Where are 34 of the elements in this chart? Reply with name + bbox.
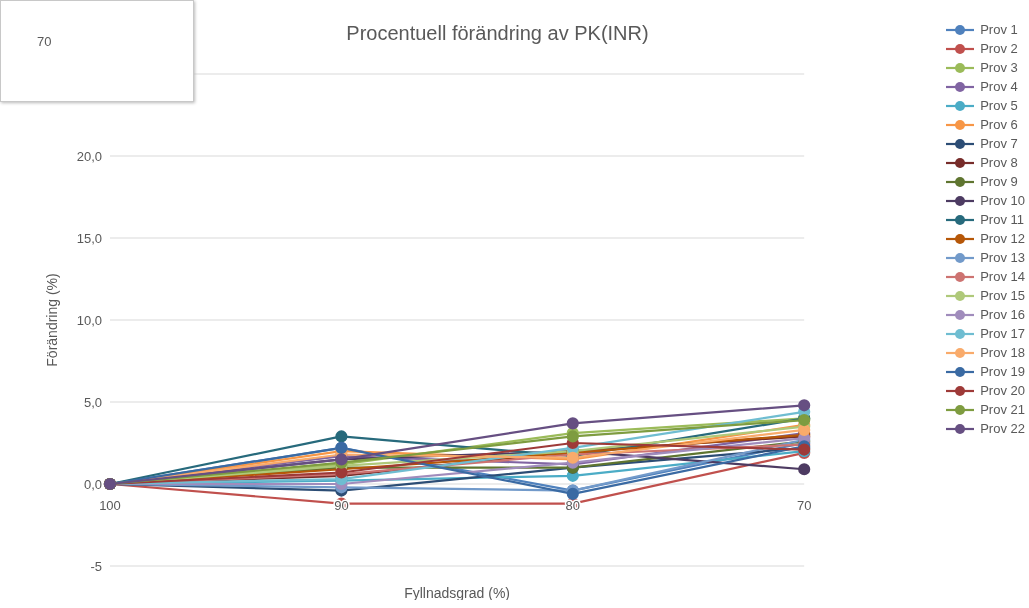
popup-box: 70 bbox=[0, 0, 194, 102]
legend-label: Prov 21 bbox=[980, 402, 1025, 417]
x-tick-label: 70 bbox=[796, 498, 812, 513]
x-tick-label: 100 bbox=[99, 498, 121, 513]
legend-label: Prov 10 bbox=[980, 193, 1025, 208]
y-tick-label: -5 bbox=[90, 558, 102, 574]
legend-label: Prov 12 bbox=[980, 231, 1025, 246]
y-tick-label: 15,0 bbox=[76, 230, 102, 246]
y-tick-label: 10,0 bbox=[76, 312, 102, 328]
legend-label: Prov 18 bbox=[980, 345, 1025, 360]
legend-label: Prov 1 bbox=[980, 22, 1018, 37]
chart-title: Procentuell förändring av PK(INR) bbox=[345, 22, 650, 45]
legend-label: Prov 9 bbox=[980, 174, 1018, 189]
legend-label: Prov 8 bbox=[980, 155, 1018, 170]
legend-label: Prov 15 bbox=[980, 288, 1025, 303]
legend-label: Prov 14 bbox=[980, 269, 1025, 284]
legend-label: Prov 17 bbox=[980, 326, 1025, 341]
legend-label: Prov 11 bbox=[980, 212, 1025, 227]
legend-label: Prov 13 bbox=[980, 250, 1025, 265]
y-tick-label: 20,0 bbox=[76, 148, 102, 164]
legend-label: Prov 7 bbox=[980, 136, 1018, 151]
legend-label: Prov 2 bbox=[980, 41, 1018, 56]
y-tick-label: 5,0 bbox=[83, 394, 102, 410]
legend-label: Prov 6 bbox=[980, 117, 1018, 132]
legend-label: Prov 5 bbox=[980, 98, 1018, 113]
y-tick-label: 0,0 bbox=[83, 476, 102, 492]
x-axis-title: Fyllnadsgrad (%) bbox=[404, 585, 511, 601]
legend-label: Prov 19 bbox=[980, 364, 1025, 379]
legend-label: Prov 16 bbox=[980, 307, 1025, 322]
legend-label: Prov 20 bbox=[980, 383, 1025, 398]
y-axis-title: Förändring (%) bbox=[43, 273, 60, 367]
legend-label: Prov 4 bbox=[980, 79, 1018, 94]
legend-label: Prov 3 bbox=[980, 60, 1018, 75]
legend-label: Prov 22 bbox=[980, 421, 1025, 436]
